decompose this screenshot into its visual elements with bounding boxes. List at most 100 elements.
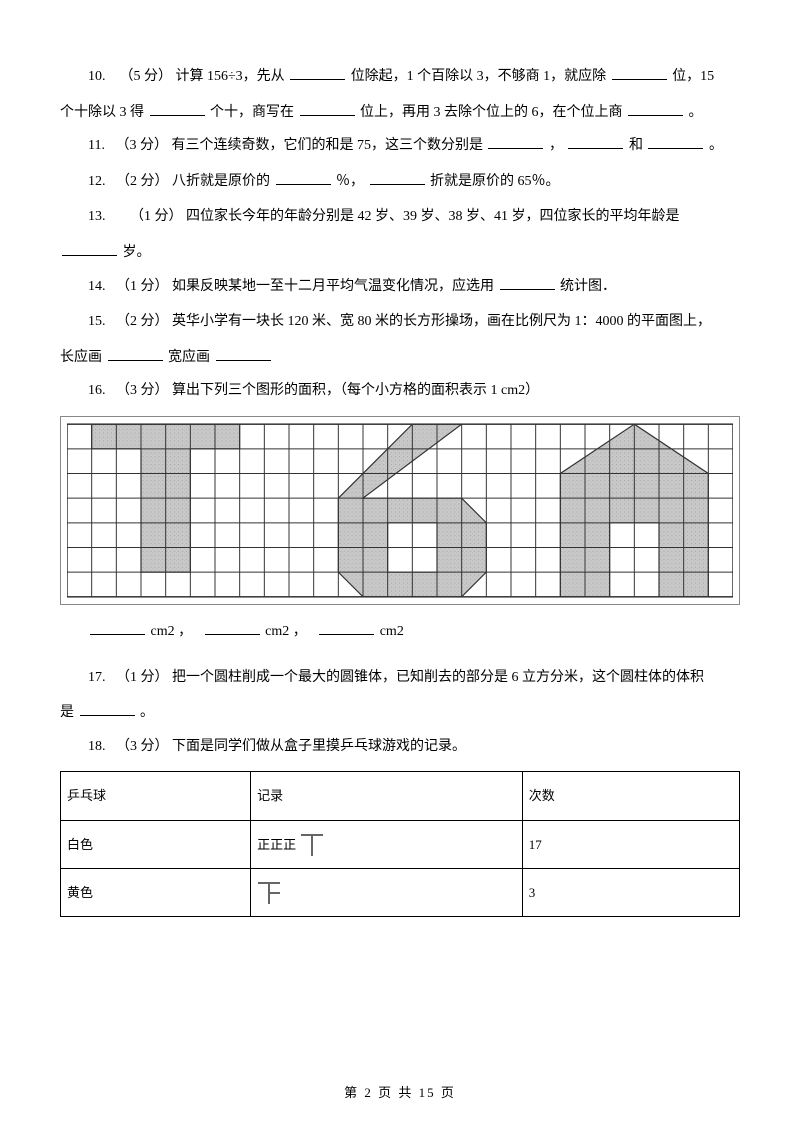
q13-p2: 岁。 — [123, 245, 151, 260]
q16-answers: cm2 ， cm2 ， cm2 — [60, 615, 740, 649]
q13-num: 13. — [88, 209, 106, 224]
question-17: 17. （1 分） 把一个圆柱削成一个最大的圆锥体，已知削去的部分是 6 立方分… — [60, 661, 740, 695]
question-10: 10. （5 分） 计算 156÷3，先从 位除起，1 个百除以 3，不够商 1… — [60, 60, 740, 94]
blank — [80, 699, 135, 716]
q15-points: （2 分） — [116, 314, 169, 329]
th-ball: 乒乓球 — [61, 772, 251, 820]
cell-count: 3 — [522, 868, 739, 916]
question-13-cont: 岁。 — [60, 236, 740, 270]
blank — [216, 344, 271, 361]
blank — [150, 99, 205, 116]
q15-l2b: 宽应画 — [168, 350, 210, 365]
q10-l2a: 个十除以 3 得 — [60, 105, 144, 120]
blank — [612, 63, 667, 80]
q12-p2: ％， — [336, 174, 364, 189]
q17-l2a: 是 — [60, 705, 74, 720]
table-row: 白色 正正正 17 — [61, 820, 740, 868]
q16-p1: 算出下列三个图形的面积，（每个小方格的面积表示 1 cm2） — [172, 383, 539, 398]
q13-p1: 四位家长今年的年龄分别是 42 岁、39 岁、38 岁、41 岁，四位家长的平均… — [186, 209, 680, 224]
q11-points: （3 分） — [115, 138, 168, 153]
q11-p3: 。 — [709, 138, 723, 153]
q15-l2a: 长应画 — [60, 350, 102, 365]
table-header-row: 乒乓球 记录 次数 — [61, 772, 740, 820]
blank — [276, 168, 331, 185]
q16-unit: cm2 — [380, 624, 404, 639]
q10-p2: 位除起，1 个百除以 3，不够商 1，就应除 — [351, 69, 607, 84]
question-18: 18. （3 分） 下面是同学们做从盒子里摸乒乓球游戏的记录。 — [60, 730, 740, 764]
blank — [90, 618, 145, 635]
blank — [488, 132, 543, 149]
q14-points: （1 分） — [116, 279, 169, 294]
question-14: 14. （1 分） 如果反映某地一至十二月平均气温变化情况，应选用 统计图． — [60, 270, 740, 304]
q17-l2b: 。 — [140, 705, 154, 720]
blank — [568, 132, 623, 149]
question-10-cont: 个十除以 3 得 个十，商写在 位上，再用 3 去除个位上的 6，在个位上商 。 — [60, 96, 740, 130]
q10-num: 10. — [88, 69, 106, 84]
question-15-cont: 长应画 宽应画 — [60, 341, 740, 375]
grid-shapes-svg — [67, 423, 733, 598]
footer-text: 第 2 页 共 15 页 — [344, 1085, 456, 1100]
q11-p2: 和 — [629, 138, 643, 153]
q16-sep: ， — [293, 624, 311, 639]
blank — [500, 273, 555, 290]
q12-points: （2 分） — [116, 174, 169, 189]
q17-points: （1 分） — [116, 670, 169, 685]
q12-p1: 八折就是原价的 — [172, 174, 270, 189]
blank — [108, 344, 163, 361]
cell-name: 黄色 — [61, 868, 251, 916]
q17-num: 17. — [88, 670, 106, 685]
blank — [370, 168, 425, 185]
blank — [319, 618, 374, 635]
q12-num: 12. — [88, 174, 106, 189]
question-11: 11. （3 分） 有三个连续奇数，它们的和是 75，这三个数分别是 ， 和 。 — [60, 129, 740, 163]
q18-p1: 下面是同学们做从盒子里摸乒乓球游戏的记录。 — [172, 739, 466, 754]
table-row: 黄色 3 — [61, 868, 740, 916]
q15-p1: 英华小学有一块长 120 米、宽 80 米的长方形操场，画在比例尺为 1：400… — [172, 314, 711, 329]
q11-num: 11. — [88, 138, 105, 153]
q11-p1: 有三个连续奇数，它们的和是 75，这三个数分别是 — [171, 138, 483, 153]
cell-name: 白色 — [61, 820, 251, 868]
question-15: 15. （2 分） 英华小学有一块长 120 米、宽 80 米的长方形操场，画在… — [60, 305, 740, 339]
blank — [648, 132, 703, 149]
q15-num: 15. — [88, 314, 106, 329]
q18-points: （3 分） — [116, 739, 169, 754]
q18-num: 18. — [88, 739, 106, 754]
q16-unit: cm2 — [151, 624, 175, 639]
q10-points: （5 分） — [120, 69, 173, 84]
cell-count: 17 — [522, 820, 739, 868]
th-count: 次数 — [522, 772, 739, 820]
q10-l2c: 位上，再用 3 去除个位上的 6，在个位上商 — [360, 105, 623, 120]
tally-text: 正正正 — [257, 829, 296, 860]
question-12: 12. （2 分） 八折就是原价的 ％， 折就是原价的 65％。 — [60, 165, 740, 199]
q10-l2d: 。 — [689, 105, 703, 120]
q16-unit: cm2 — [265, 624, 289, 639]
q16-sep: ， — [178, 624, 196, 639]
q11-sep: ， — [549, 138, 563, 153]
blank — [62, 239, 117, 256]
q14-p2: 统计图． — [560, 279, 616, 294]
tally-mark-icon — [257, 879, 281, 905]
q16-points: （3 分） — [116, 383, 169, 398]
q16-num: 16. — [88, 383, 106, 398]
cell-tally: 正正正 — [251, 820, 523, 868]
page-footer: 第 2 页 共 15 页 — [0, 1077, 800, 1108]
th-record: 记录 — [251, 772, 523, 820]
q14-p1: 如果反映某地一至十二月平均气温变化情况，应选用 — [172, 279, 494, 294]
cell-tally — [251, 868, 523, 916]
q14-num: 14. — [88, 279, 106, 294]
question-13: 13. （1 分） 四位家长今年的年龄分别是 42 岁、39 岁、38 岁、41… — [60, 200, 740, 234]
blank — [628, 99, 683, 116]
q17-p1: 把一个圆柱削成一个最大的圆锥体，已知削去的部分是 6 立方分米，这个圆柱体的体积 — [172, 670, 704, 685]
grid-shapes-figure — [60, 416, 740, 605]
q13-points: （1 分） — [130, 209, 183, 224]
question-16: 16. （3 分） 算出下列三个图形的面积，（每个小方格的面积表示 1 cm2） — [60, 374, 740, 408]
tally-mark-icon — [300, 831, 324, 857]
q10-p1: 计算 156÷3，先从 — [176, 69, 285, 84]
q12-p3: 折就是原价的 65％。 — [430, 174, 560, 189]
blank — [300, 99, 355, 116]
q10-p3: 位，15 — [672, 69, 714, 84]
blank — [205, 618, 260, 635]
blank — [290, 63, 345, 80]
q10-l2b: 个十，商写在 — [210, 105, 294, 120]
question-17-cont: 是 。 — [60, 696, 740, 730]
